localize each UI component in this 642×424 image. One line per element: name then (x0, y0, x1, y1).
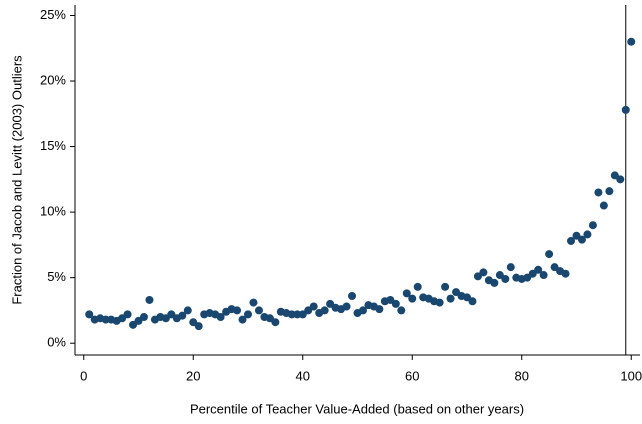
point (254, 306, 263, 315)
point (271, 318, 280, 327)
point (216, 312, 225, 321)
x-axis-title: Percentile of Teacher Value-Added (based… (190, 401, 524, 416)
point (561, 269, 570, 278)
point (145, 295, 154, 304)
x-tick-label: 60 (405, 368, 419, 383)
x-tick-label: 100 (620, 368, 642, 383)
point (358, 306, 367, 315)
point (468, 297, 477, 306)
point (567, 236, 576, 245)
point (375, 305, 384, 314)
point (348, 292, 357, 301)
point (194, 322, 203, 331)
point (402, 289, 411, 298)
y-axis-title: Fraction of Jacob and Levitt (2003) Outl… (9, 55, 24, 305)
point (627, 37, 636, 46)
point (577, 235, 586, 244)
point (479, 268, 488, 277)
point (490, 278, 499, 287)
point (183, 306, 192, 315)
point (85, 310, 94, 319)
y-tick-label: 5% (47, 269, 66, 284)
point (605, 187, 614, 196)
x-tick-label: 0 (80, 368, 87, 383)
point (599, 201, 608, 210)
y-tick-label: 20% (40, 72, 66, 87)
y-tick-label: 15% (40, 138, 66, 153)
point (594, 188, 603, 197)
point (244, 310, 253, 319)
point (501, 274, 510, 283)
y-tick-label: 25% (40, 7, 66, 22)
point (446, 294, 455, 303)
point (583, 230, 592, 239)
point (616, 175, 625, 184)
point (391, 299, 400, 308)
point (139, 312, 148, 321)
point (435, 298, 444, 307)
point (342, 302, 351, 311)
point (293, 310, 302, 319)
x-tick-label: 20 (186, 368, 200, 383)
point (309, 302, 318, 311)
y-tick-label: 10% (40, 204, 66, 219)
point (249, 298, 258, 307)
point (238, 315, 247, 324)
point (178, 311, 187, 320)
x-tick-label: 80 (515, 368, 529, 383)
point (539, 271, 548, 280)
point (506, 263, 515, 272)
point (621, 105, 630, 114)
point (408, 294, 417, 303)
y-tick-label: 0% (47, 335, 66, 350)
point (588, 221, 597, 230)
point (123, 310, 132, 319)
point (534, 265, 543, 274)
point (320, 306, 329, 315)
point (287, 310, 296, 319)
point (397, 306, 406, 315)
point (545, 250, 554, 259)
x-tick-label: 40 (296, 368, 310, 383)
point (441, 282, 450, 291)
point (101, 315, 110, 324)
point (233, 306, 242, 315)
point (413, 282, 422, 291)
